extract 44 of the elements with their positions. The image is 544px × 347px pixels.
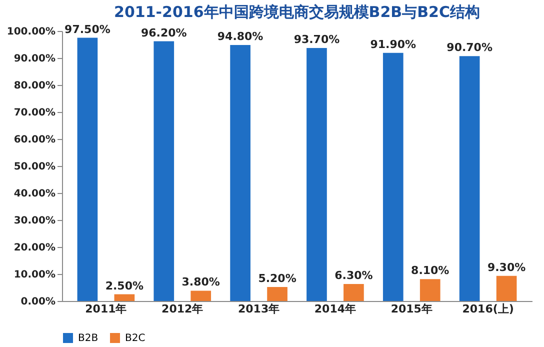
data-label: 96.20% xyxy=(140,26,187,40)
data-label: 6.30% xyxy=(334,268,373,282)
data-label: 3.80% xyxy=(182,276,220,289)
legend-label: B2B xyxy=(78,333,98,344)
data-label: 97.50% xyxy=(64,22,110,36)
y-tick-label: 30.00% xyxy=(14,216,56,226)
y-tick-label: 10.00% xyxy=(14,270,56,280)
y-tick-label: 60.00% xyxy=(14,134,56,146)
y-tick-label: 0.00% xyxy=(20,296,56,308)
bar xyxy=(344,284,364,301)
bar xyxy=(267,286,288,301)
bar xyxy=(154,41,174,301)
y-tick-label: 70.00% xyxy=(14,108,56,118)
x-tick-label: 2011年 xyxy=(85,302,127,316)
bar xyxy=(230,45,250,301)
data-label: 93.70% xyxy=(294,33,340,46)
bar xyxy=(306,48,327,301)
bar xyxy=(190,290,212,301)
x-tick-label: 2012年 xyxy=(162,302,204,316)
bar xyxy=(114,294,135,301)
y-tick-label: 90.00% xyxy=(14,54,56,64)
y-tick-label: 80.00% xyxy=(14,80,56,92)
y-tick-label: 50.00% xyxy=(14,162,56,172)
bar xyxy=(459,56,480,301)
x-tick-label: 2015年 xyxy=(390,302,432,316)
bar xyxy=(77,38,98,301)
bar xyxy=(420,279,440,301)
data-label: 2.50% xyxy=(105,279,144,292)
data-label: 94.80% xyxy=(217,30,264,44)
y-tick-label: 20.00% xyxy=(14,242,56,254)
bar xyxy=(496,276,517,301)
y-tick-label: 40.00% xyxy=(14,188,56,200)
data-label: 91.90% xyxy=(370,38,416,51)
data-label: 5.20% xyxy=(258,272,296,285)
data-label: 8.10% xyxy=(411,264,450,278)
x-tick-label: 2013年 xyxy=(238,302,280,316)
bar xyxy=(382,52,404,301)
data-label: 90.70% xyxy=(446,41,492,54)
x-tick-label: 2014年 xyxy=(314,302,356,316)
y-tick-label: 100.00% xyxy=(6,26,56,38)
data-label: 9.30% xyxy=(487,260,526,274)
legend-label: B2C xyxy=(125,333,146,344)
chart-title: 2011-2016年中国跨境电商交易规模B2B与B2C结构 xyxy=(114,2,480,21)
x-tick-label: 2016(上) xyxy=(462,302,514,316)
